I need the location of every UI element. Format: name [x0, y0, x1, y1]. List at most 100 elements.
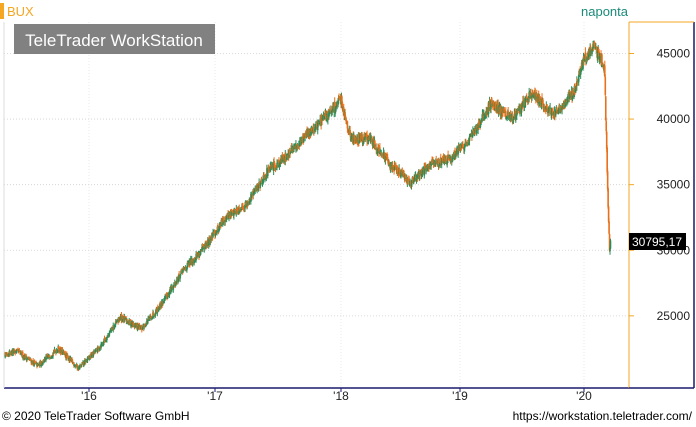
x-tick-label: '17: [207, 389, 223, 403]
instrument-name: BUX: [7, 4, 34, 19]
candle-body: [605, 131, 608, 149]
candle-body: [22, 357, 25, 359]
candle-body: [415, 177, 418, 181]
candle-body: [160, 304, 163, 307]
candle-body: [268, 168, 271, 172]
candle-body: [281, 155, 284, 161]
candle-body: [141, 329, 144, 331]
candle-body: [234, 209, 236, 211]
candle-body: [121, 316, 124, 321]
candle-body: [159, 303, 162, 308]
instrument-marker: [0, 3, 4, 19]
candle-body: [329, 108, 332, 111]
candle-body: [321, 119, 324, 121]
candle-body: [231, 211, 233, 216]
candle-body: [109, 332, 111, 334]
candle-body: [588, 48, 591, 54]
candle-body: [8, 352, 10, 357]
candle-body: [21, 352, 24, 358]
candle-body: [144, 326, 147, 328]
candle-body: [331, 107, 334, 112]
candle-body: [45, 356, 47, 361]
watermark-text: TeleTrader WorkStation: [25, 31, 203, 50]
candle-body: [71, 359, 74, 364]
candle-body: [589, 48, 591, 56]
y-tick-label: 40000: [657, 112, 691, 126]
candle-body: [447, 158, 450, 159]
x-tick-label: '18: [333, 389, 349, 403]
candle-body: [608, 233, 611, 251]
candle-body: [185, 267, 187, 269]
candle-body: [500, 106, 502, 115]
candle-body: [222, 217, 225, 224]
candle-body: [152, 313, 155, 316]
candle-body: [542, 99, 544, 108]
candle-body: [186, 262, 189, 268]
candle-body: [566, 96, 569, 103]
candle-body: [212, 231, 214, 237]
candle-body: [379, 151, 382, 153]
candle-body: [520, 107, 523, 113]
candle-body: [606, 147, 608, 173]
candle-body: [238, 207, 241, 212]
candle-body: [445, 159, 448, 163]
candle-body: [141, 326, 143, 330]
candle-body: [294, 144, 296, 146]
candle-body: [62, 352, 64, 355]
candle-body: [267, 166, 270, 169]
candle-body: [251, 195, 253, 198]
grid-lines: [4, 22, 629, 388]
candle-body: [315, 122, 318, 127]
candle-body: [263, 174, 265, 177]
candle-body: [123, 316, 126, 320]
candle-body: [604, 65, 606, 77]
x-tick-label: '16: [81, 389, 97, 403]
candle-body: [174, 285, 177, 287]
candle-body: [28, 357, 31, 361]
candle-body: [608, 221, 610, 234]
candle-body: [80, 364, 83, 368]
candle-body: [163, 298, 165, 304]
candle-body: [259, 183, 262, 186]
candle-body: [33, 361, 35, 366]
candle-body: [609, 248, 611, 252]
candle-body: [374, 141, 376, 147]
candle-body: [421, 171, 424, 174]
candle-body: [256, 188, 258, 191]
candle-body: [26, 358, 28, 361]
candle-body: [267, 167, 269, 177]
source-url[interactable]: https://workstation.teletrader.com/: [512, 409, 692, 423]
candle-body: [417, 174, 420, 176]
candle-body: [393, 164, 396, 171]
candle-body: [177, 274, 180, 280]
y-tick-label: 25000: [657, 309, 691, 323]
candle-body: [4, 353, 7, 357]
candle-body: [342, 107, 345, 114]
candle-body: [108, 332, 111, 336]
candle-body: [5, 354, 8, 356]
candle-body: [203, 246, 206, 250]
candle-body: [605, 121, 608, 132]
candle-body: [25, 354, 27, 359]
candle-body: [9, 352, 11, 354]
candle-body: [47, 355, 50, 358]
candle-body: [42, 359, 45, 363]
candle-body: [568, 93, 571, 95]
candle-body: [227, 212, 229, 218]
candle-body: [179, 273, 182, 276]
candle-body: [533, 92, 536, 97]
candle-body: [503, 108, 506, 112]
candle-body: [319, 118, 322, 122]
candle-body: [601, 54, 603, 66]
candle-body: [447, 154, 449, 158]
copyright-text: © 2020 TeleTrader Software GmbH: [2, 409, 190, 423]
candle-body: [358, 136, 361, 139]
candle-body: [607, 206, 610, 222]
period-label: naponta: [581, 4, 629, 19]
candle-body: [323, 115, 326, 119]
candle-body: [106, 336, 108, 341]
candle-body: [29, 359, 31, 361]
watermark-box: [14, 24, 215, 54]
